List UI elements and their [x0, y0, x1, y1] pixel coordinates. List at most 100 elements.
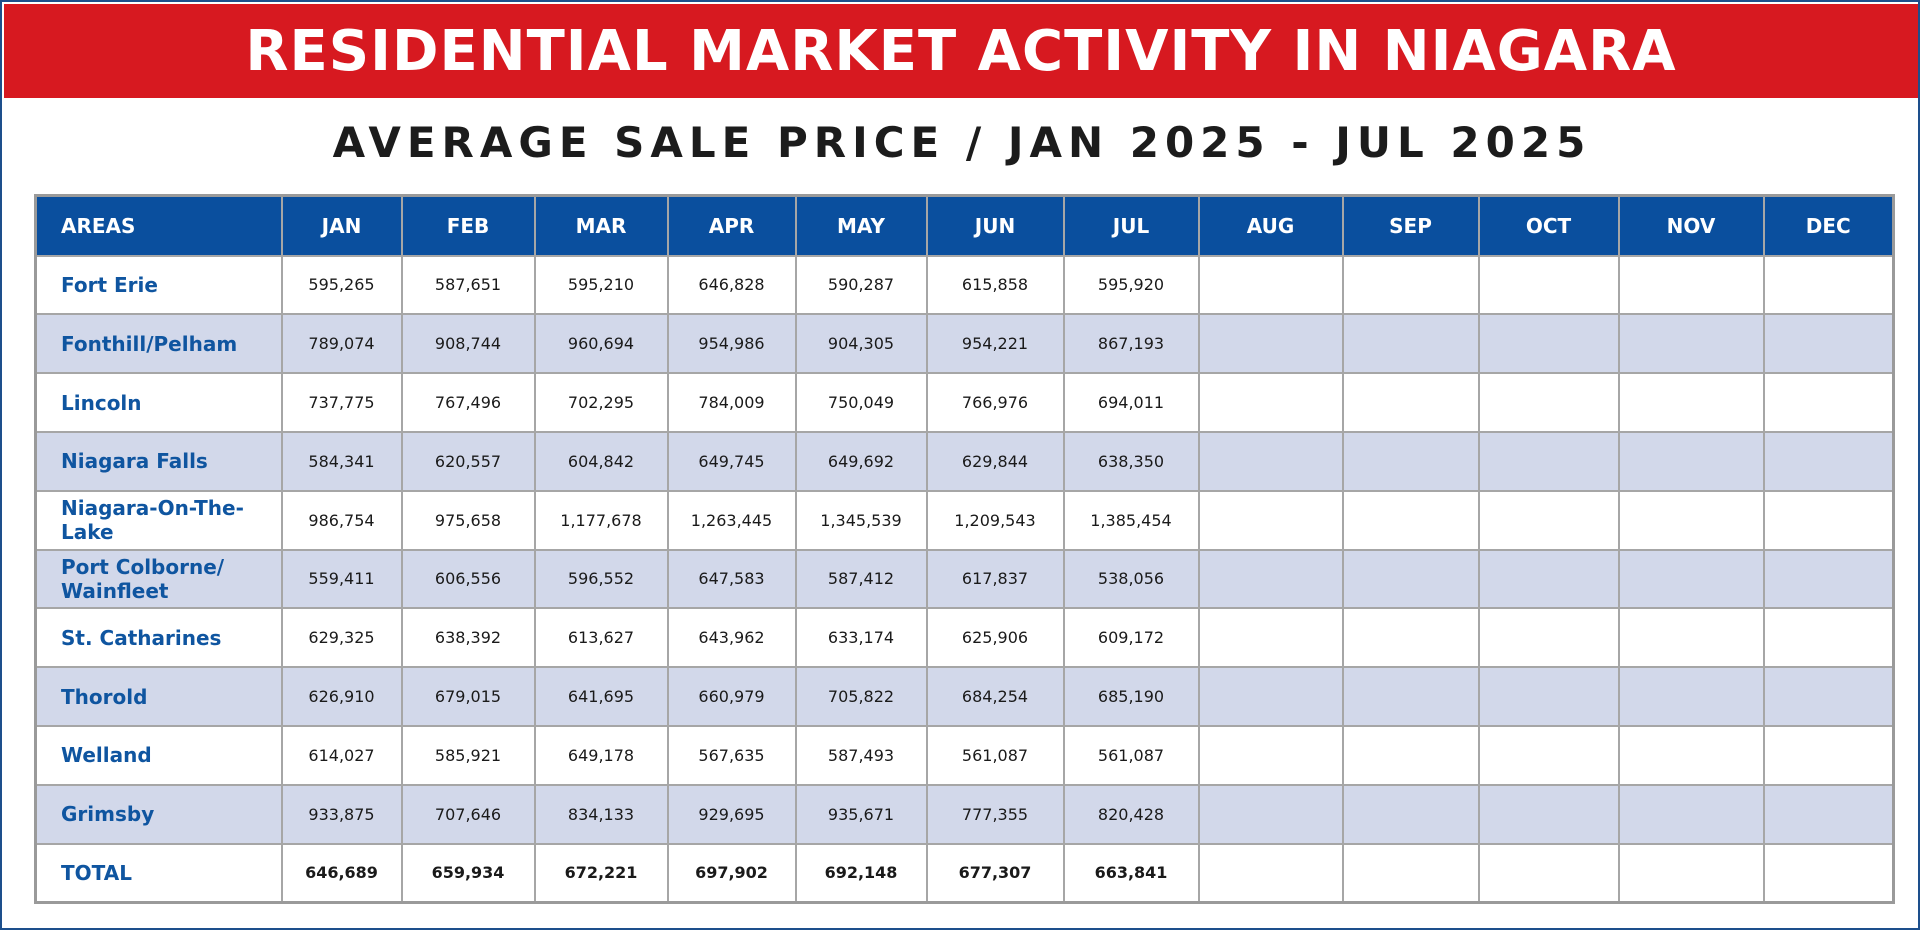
area-name: Thorold [34, 666, 283, 727]
area-name: Niagara Falls [34, 430, 283, 492]
price-cell: 904,305 [794, 313, 928, 375]
price-cell: 629,325 [280, 607, 403, 669]
price-cell [1762, 725, 1895, 786]
table-body: Fort Erie 595,265 587,651 595,210 646,828 590… [34, 254, 1895, 904]
price-cell: 538,056 [1062, 548, 1200, 610]
price-cell [1197, 313, 1344, 375]
header-row: AREAS JAN FEB MAR APR MAY JUN JUL AUG SEP OCT NOV DE… [34, 194, 1895, 257]
column-header-oct: OCT [1477, 194, 1620, 257]
price-cell [1617, 313, 1765, 375]
price-cell [1341, 607, 1480, 669]
price-cell: 638,350 [1062, 430, 1200, 492]
price-cell [1341, 666, 1480, 727]
column-header-areas: AREAS [34, 194, 283, 257]
column-header-jun: JUN [925, 194, 1065, 257]
column-header-jan: JAN [280, 194, 403, 257]
price-cell [1341, 725, 1480, 786]
price-cell: 692,148 [794, 842, 928, 904]
price-cell: 737,775 [280, 372, 403, 433]
price-cell [1762, 607, 1895, 669]
column-header-feb: FEB [400, 194, 536, 257]
price-cell [1762, 372, 1895, 433]
price-cell: 613,627 [533, 607, 669, 669]
price-cell: 820,428 [1062, 783, 1200, 845]
price-cell: 767,496 [400, 372, 536, 433]
price-cell: 1,345,539 [794, 489, 928, 551]
table-row: Niagara-On-The-Lake 986,754 975,658 1,177,6… [34, 489, 1895, 551]
price-cell: 590,287 [794, 254, 928, 316]
price-cell: 587,412 [794, 548, 928, 610]
price-cell [1197, 254, 1344, 316]
table-row: Niagara Falls 584,341 620,557 604,842 649,74… [34, 430, 1895, 492]
area-name: Fonthill/Pelham [34, 313, 283, 375]
column-header-sep: SEP [1341, 194, 1480, 257]
table-row: St. Catharines 629,325 638,392 613,627 643,9… [34, 607, 1895, 669]
price-cell [1477, 783, 1620, 845]
price-cell: 933,875 [280, 783, 403, 845]
price-cell [1617, 607, 1765, 669]
table-row: Port Colborne/ Wainfleet 559,411 606,556 59… [34, 548, 1895, 610]
price-cell [1477, 842, 1620, 904]
price-cell: 647,583 [666, 548, 797, 610]
price-cell [1617, 430, 1765, 492]
price-cell [1197, 372, 1344, 433]
price-cell: 935,671 [794, 783, 928, 845]
price-cell [1341, 842, 1480, 904]
price-cell: 595,265 [280, 254, 403, 316]
area-name: Grimsby [34, 783, 283, 845]
price-cell [1197, 548, 1344, 610]
price-cell [1762, 313, 1895, 375]
price-cell: 561,087 [1062, 725, 1200, 786]
price-cell [1197, 842, 1344, 904]
price-cell: 646,828 [666, 254, 797, 316]
column-header-aug: AUG [1197, 194, 1344, 257]
price-cell: 777,355 [925, 783, 1065, 845]
price-cell [1617, 254, 1765, 316]
price-cell: 707,646 [400, 783, 536, 845]
price-cell [1341, 254, 1480, 316]
price-cell: 702,295 [533, 372, 669, 433]
price-cell [1617, 372, 1765, 433]
price-cell [1617, 548, 1765, 610]
area-name: Welland [34, 725, 283, 786]
price-cell: 1,385,454 [1062, 489, 1200, 551]
price-cell [1197, 725, 1344, 786]
price-cell [1197, 607, 1344, 669]
price-cell: 587,651 [400, 254, 536, 316]
area-name: Fort Erie [34, 254, 283, 316]
price-cell [1341, 313, 1480, 375]
price-cell: 1,209,543 [925, 489, 1065, 551]
price-cell [1477, 254, 1620, 316]
price-cell [1197, 489, 1344, 551]
price-cell [1341, 372, 1480, 433]
price-cell: 1,263,445 [666, 489, 797, 551]
column-header-dec: DEC [1762, 194, 1895, 257]
area-name: Niagara-On-The-Lake [34, 489, 283, 551]
price-cell [1477, 548, 1620, 610]
price-cell: 609,172 [1062, 607, 1200, 669]
table-row: Fort Erie 595,265 587,651 595,210 646,828 590… [34, 254, 1895, 316]
price-cell: 954,986 [666, 313, 797, 375]
total-row: TOTAL 646,689 659,934 672,221 697,902 692,148… [34, 842, 1895, 904]
price-cell [1762, 842, 1895, 904]
price-cell [1617, 666, 1765, 727]
price-cell: 617,837 [925, 548, 1065, 610]
price-cell [1477, 313, 1620, 375]
price-cell: 596,552 [533, 548, 669, 610]
price-cell: 684,254 [925, 666, 1065, 727]
table-row: Fonthill/Pelham 789,074 908,744 960,694 954,… [34, 313, 1895, 375]
price-cell [1762, 254, 1895, 316]
price-cell: 659,934 [400, 842, 536, 904]
price-cell: 679,015 [400, 666, 536, 727]
price-cell: 641,695 [533, 666, 669, 727]
price-table: AREAS JAN FEB MAR APR MAY JUN JUL AUG SEP OCT NOV DE… [34, 194, 1895, 904]
price-cell [1762, 783, 1895, 845]
price-cell: 660,979 [666, 666, 797, 727]
price-cell: 789,074 [280, 313, 403, 375]
price-cell: 567,635 [666, 725, 797, 786]
price-cell: 615,858 [925, 254, 1065, 316]
price-cell [1617, 725, 1765, 786]
price-cell: 561,087 [925, 725, 1065, 786]
column-header-may: MAY [794, 194, 928, 257]
